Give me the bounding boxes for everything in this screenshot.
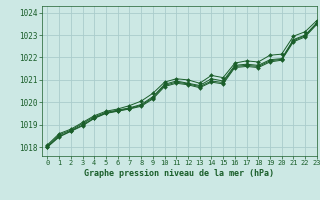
X-axis label: Graphe pression niveau de la mer (hPa): Graphe pression niveau de la mer (hPa) <box>84 169 274 178</box>
